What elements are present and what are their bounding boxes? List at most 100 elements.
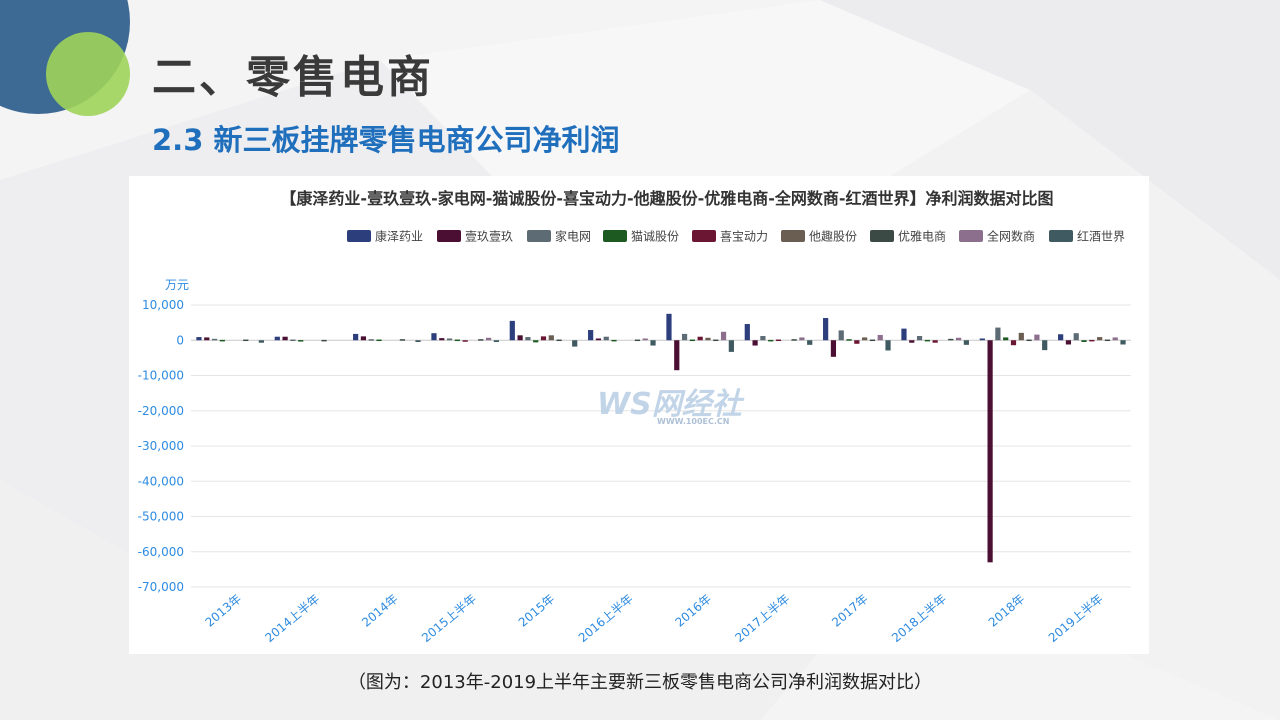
- bar: [720, 331, 727, 341]
- bar: [533, 340, 539, 343]
- bar: [916, 336, 923, 341]
- bar: [955, 337, 962, 341]
- bar: [1089, 339, 1095, 342]
- bar: [243, 339, 249, 342]
- bar: [901, 328, 907, 341]
- x-tick-label: 2018年: [986, 592, 1028, 630]
- watermark-url: WWW.100EC.CN: [657, 417, 730, 426]
- x-tick-label: 2013年: [203, 592, 245, 630]
- bar: [877, 334, 883, 341]
- bars-group: [196, 313, 1126, 563]
- bar: [595, 338, 602, 341]
- bar: [697, 336, 703, 341]
- bar: [556, 339, 562, 342]
- bar: [258, 340, 264, 343]
- bar: [1097, 337, 1103, 341]
- bar: [744, 324, 750, 341]
- y-tick-label: -40,000: [138, 474, 184, 488]
- bar: [1120, 340, 1126, 345]
- bar: [525, 337, 531, 341]
- bar: [1058, 334, 1064, 341]
- legend-swatch: [603, 230, 627, 242]
- bar: [768, 339, 774, 342]
- bg-shape: [820, 0, 1280, 280]
- chart-grid: [191, 304, 1131, 588]
- bar: [705, 337, 711, 341]
- bar: [1104, 339, 1111, 342]
- legend-swatch: [959, 230, 983, 242]
- bar: [611, 339, 617, 342]
- x-tick-label: 2017年: [829, 592, 871, 630]
- bar: [963, 340, 969, 345]
- x-tick-label: 2015上半年: [419, 592, 479, 646]
- y-unit-label: 万元: [165, 278, 189, 292]
- y-axis-ticks: 10,000 0 -10,000 -20,000 -30,000 -40,000 -50,0…: [138, 298, 184, 594]
- x-tick-label: 2015年: [516, 592, 558, 630]
- y-tick-label: -50,000: [138, 510, 184, 524]
- legend-label: 他趣股份: [809, 229, 857, 244]
- net-profit-bar-chart: 【康泽药业-壹玖壹玖-家电网-猫诚股份-喜宝动力-他趣股份-优雅电商-全网数商-…: [138, 189, 1131, 646]
- bar: [681, 333, 688, 341]
- watermark-logo-text: WS网经社: [597, 387, 745, 422]
- bar: [219, 339, 225, 342]
- bar: [431, 333, 437, 341]
- legend-swatch: [437, 230, 461, 242]
- bar: [493, 340, 499, 343]
- legend-swatch: [781, 230, 805, 242]
- bar: [1042, 340, 1048, 351]
- bar: [1018, 332, 1024, 341]
- bar: [399, 339, 406, 341]
- bar: [588, 330, 594, 341]
- bar: [791, 339, 797, 341]
- bar: [376, 339, 382, 342]
- bar: [1112, 337, 1118, 341]
- legend-label: 全网数商: [987, 229, 1035, 244]
- bar: [885, 340, 891, 351]
- legend-swatch: [347, 230, 371, 242]
- legend-label: 优雅电商: [898, 229, 946, 244]
- bar: [321, 339, 327, 342]
- bar: [666, 313, 672, 341]
- y-tick-label: -20,000: [138, 404, 184, 418]
- bar: [298, 340, 304, 342]
- x-tick-label: 2014年: [359, 592, 401, 630]
- bar: [274, 336, 280, 341]
- bar: [196, 337, 202, 341]
- y-tick-label: -10,000: [138, 369, 184, 383]
- bar: [995, 327, 1001, 341]
- bar: [752, 340, 758, 346]
- bar: [572, 340, 578, 347]
- bar: [650, 340, 656, 346]
- bar: [979, 338, 985, 341]
- bar: [204, 337, 210, 341]
- bar: [548, 335, 554, 341]
- bar: [948, 338, 954, 341]
- bar: [462, 340, 468, 342]
- bar: [454, 339, 460, 342]
- bar: [290, 339, 296, 342]
- watermark-logo: WS网经社 WWW.100EC.CN: [597, 387, 745, 426]
- legend-label: 喜宝动力: [720, 230, 768, 244]
- y-tick-label: -60,000: [138, 545, 184, 559]
- slide-title: 二、零售电商: [152, 52, 434, 103]
- chart-panel: 【康泽药业-壹玖壹玖-家电网-猫诚股份-喜宝动力-他趣股份-优雅电商-全网数商-…: [129, 176, 1149, 654]
- bar: [1073, 333, 1079, 341]
- bar: [353, 333, 359, 341]
- bar: [713, 339, 719, 342]
- decor-circle-green: [46, 32, 130, 116]
- bar: [1081, 340, 1087, 343]
- bar: [728, 340, 734, 352]
- bar: [368, 339, 374, 341]
- legend-swatch: [527, 230, 551, 242]
- bar: [1065, 340, 1072, 345]
- bg-shape: [380, 0, 1030, 330]
- slide-subtitle: 2.3 新三板挂牌零售电商公司净利润: [152, 123, 620, 157]
- bar: [830, 340, 837, 357]
- legend-label: 壹玖壹玖: [465, 230, 513, 244]
- bar: [807, 340, 813, 345]
- bar: [799, 337, 805, 341]
- bar: [509, 320, 515, 341]
- legend-swatch: [870, 230, 894, 242]
- bar: [987, 340, 993, 563]
- bar: [1026, 339, 1032, 342]
